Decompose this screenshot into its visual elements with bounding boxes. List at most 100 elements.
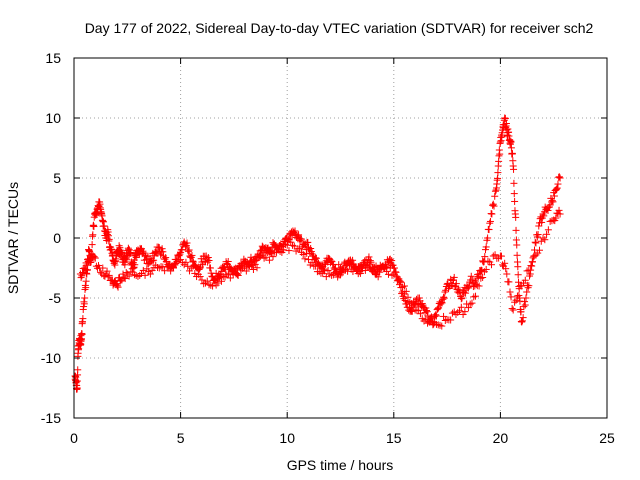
data-point xyxy=(196,264,204,272)
data-point xyxy=(450,273,458,281)
data-point xyxy=(162,258,170,266)
data-point xyxy=(226,274,234,282)
data-point xyxy=(517,308,525,316)
data-point xyxy=(155,244,163,252)
data-point xyxy=(299,251,307,259)
data-point xyxy=(507,138,515,146)
data-point xyxy=(470,293,478,301)
data-point xyxy=(135,250,143,258)
data-point xyxy=(485,226,493,234)
data-point xyxy=(356,262,364,270)
data-point xyxy=(237,266,245,274)
data-point xyxy=(258,251,266,259)
x-axis-label: GPS time / hours xyxy=(287,457,394,473)
data-point xyxy=(419,303,427,311)
data-point xyxy=(233,264,241,272)
data-point xyxy=(486,217,494,225)
data-point xyxy=(448,309,456,317)
data-point xyxy=(225,270,233,278)
data-point xyxy=(510,179,518,187)
data-point xyxy=(297,235,305,243)
data-point xyxy=(528,258,536,266)
data-point xyxy=(191,269,199,277)
data-point xyxy=(437,298,445,306)
data-point xyxy=(514,263,522,271)
data-point xyxy=(307,245,315,253)
data-point xyxy=(360,261,368,269)
data-point xyxy=(105,271,113,279)
data-point xyxy=(508,150,516,158)
data-point xyxy=(537,237,545,245)
data-point xyxy=(544,206,552,214)
data-point xyxy=(384,259,392,267)
data-point xyxy=(434,305,442,313)
data-point xyxy=(477,274,485,282)
data-point xyxy=(491,251,499,259)
data-point xyxy=(513,251,521,259)
data-point xyxy=(372,262,380,270)
data-point xyxy=(520,303,528,311)
data-point xyxy=(204,258,212,266)
data-point xyxy=(167,267,175,275)
data-point xyxy=(262,253,270,261)
data-point xyxy=(535,246,543,254)
data-point xyxy=(296,245,304,253)
data-point xyxy=(296,236,304,244)
data-point xyxy=(91,254,99,262)
data-point xyxy=(189,262,197,270)
data-point xyxy=(438,322,446,330)
data-point xyxy=(265,256,273,264)
data-point xyxy=(80,269,88,277)
data-point xyxy=(452,280,460,288)
data-point xyxy=(89,231,97,239)
data-point xyxy=(472,277,480,285)
data-point xyxy=(422,316,430,324)
data-point xyxy=(81,265,89,273)
data-point xyxy=(112,255,120,263)
data-point xyxy=(104,273,112,281)
data-point xyxy=(374,267,382,275)
data-point xyxy=(188,251,196,259)
data-point xyxy=(139,266,147,274)
data-point xyxy=(447,316,455,324)
data-point xyxy=(162,254,170,262)
data-point xyxy=(88,254,96,262)
data-point xyxy=(388,257,396,265)
data-point xyxy=(461,308,469,316)
data-point xyxy=(114,283,122,291)
data-point xyxy=(440,294,448,302)
data-point xyxy=(555,206,563,214)
data-point xyxy=(352,267,360,275)
data-point xyxy=(141,271,149,279)
data-point xyxy=(484,234,492,242)
data-point xyxy=(475,282,483,290)
data-point xyxy=(556,210,564,218)
data-point xyxy=(248,257,256,265)
data-point xyxy=(432,311,440,319)
data-point xyxy=(539,234,547,242)
data-point xyxy=(397,278,405,286)
data-point xyxy=(506,288,514,296)
data-point xyxy=(553,184,561,192)
data-point xyxy=(388,271,396,279)
data-point xyxy=(361,266,369,274)
data-point xyxy=(326,270,334,278)
data-point xyxy=(512,296,520,304)
data-point xyxy=(472,292,480,300)
data-point xyxy=(458,294,466,302)
data-point xyxy=(496,150,504,158)
data-point xyxy=(196,273,204,281)
data-point xyxy=(404,293,412,301)
data-point xyxy=(386,264,394,272)
data-point xyxy=(176,250,184,258)
data-point xyxy=(139,247,147,255)
data-point xyxy=(507,293,515,301)
data-point xyxy=(253,264,261,272)
data-point xyxy=(401,296,409,304)
data-point xyxy=(521,276,529,284)
data-point xyxy=(169,263,177,271)
tick-layer: 0 5 10 15 20 25 -15 -10 -5 0 5 10 15 xyxy=(41,50,615,446)
data-point xyxy=(349,268,357,276)
data-point xyxy=(73,384,81,392)
